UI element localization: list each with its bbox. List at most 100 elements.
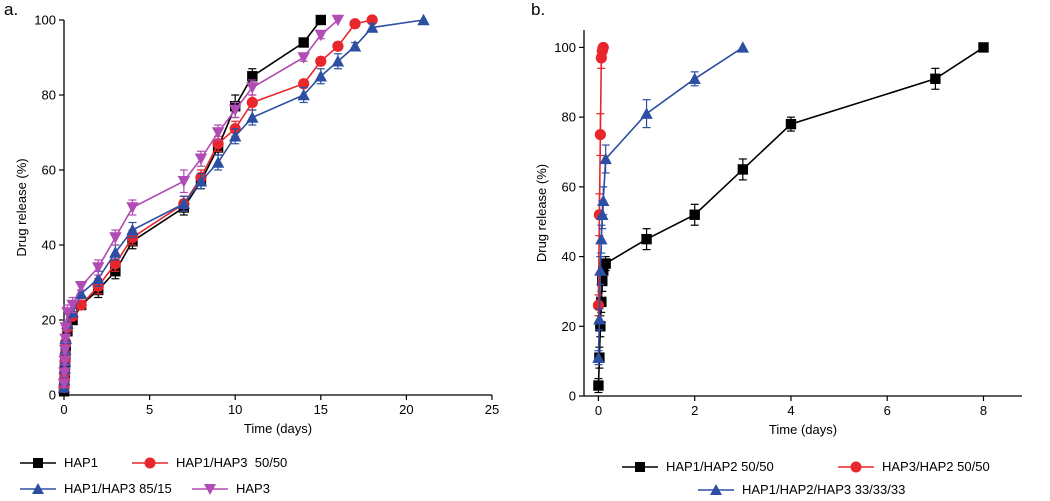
legend-item-hap1-hap2: HAP1/HAP2 50/50 xyxy=(620,459,774,474)
chart-b-hap1-hap2-50-50-point-9 xyxy=(737,164,749,175)
chart-b-ytick-label-100: 100 xyxy=(554,40,576,55)
chart-a-hap1-hap3-85-15-point-19 xyxy=(331,55,345,67)
chart-a-hap3-point-13 xyxy=(194,153,208,165)
chart-b-xtick-label-0: 0 xyxy=(595,403,602,418)
chart-a-hap1-point-16 xyxy=(247,71,258,82)
legend-item-hap3: HAP3 xyxy=(190,481,270,496)
chart-b-ytick-label-80: 80 xyxy=(562,110,576,125)
chart-b-hap1-hap2-hap3-33-33-33-point-0 xyxy=(592,351,605,363)
chart-a-hap1-hap3-50-50-point-20 xyxy=(349,18,361,30)
panel-a-label: a. xyxy=(4,0,19,19)
chart-b-ytick-label-60: 60 xyxy=(562,179,576,194)
chart-a-hap1-hap3-85-15-point-18 xyxy=(314,70,327,82)
chart-a-ytick-label-80: 80 xyxy=(42,88,56,103)
legend-item-hap1-hap3-85-15: HAP1/HAP3 85/15 xyxy=(18,481,172,496)
chart-a-hap3-point-2 xyxy=(58,356,71,368)
chart-b-hap1-hap2-50-50-point-10 xyxy=(785,118,797,130)
chart-b-hap1-hap2-50-50-point-7 xyxy=(641,233,652,245)
chart-b-xtick-label-2: 2 xyxy=(691,403,698,418)
chart-a-hap3-point-17 xyxy=(297,52,310,64)
chart-b-hap1-hap2-50-50-point-12 xyxy=(978,42,989,53)
chart-a-hap3-point-3 xyxy=(58,344,72,357)
chart-b-hap1-hap2-50-50-point-6 xyxy=(600,258,611,269)
chart-a-hap3-point-4 xyxy=(59,333,72,345)
chart-a-hap3-point-14 xyxy=(211,127,225,139)
legend-item-hap1-hap3-50-50: HAP1/HAP3 50/50 xyxy=(130,455,287,470)
chart-b-hap3-hap2-50-50-point-0 xyxy=(592,299,605,311)
chart-a-xtick-label-5: 5 xyxy=(146,402,153,417)
chart-a-hap1-hap3-85-15-point-22 xyxy=(417,13,430,26)
chart-a-hap3-point-6 xyxy=(61,307,74,319)
chart-a-hap3-point-5 xyxy=(59,322,72,334)
legend-item-hap3-hap2: HAP3/HAP2 50/50 xyxy=(836,459,990,474)
chart-a-hap3-point-8 xyxy=(74,281,88,293)
legend-swatch-hap1-hap2-hap3 xyxy=(698,483,734,495)
chart-a-xtick-label-0: 0 xyxy=(60,402,67,417)
chart-a-hap1-hap3-50-50-point-19 xyxy=(332,40,344,52)
chart-b-hap3-hap2-50-50-point-5 xyxy=(597,41,609,54)
legend-item-hap1-hap2-hap3: HAP1/HAP2/HAP3 33/33/33 xyxy=(696,482,905,497)
chart-a-x-axis-label: Time (days) xyxy=(244,421,312,436)
legend-label-hap1-hap3-50-50: HAP1/HAP3 50/50 xyxy=(176,455,288,470)
legend-swatch-hap3 xyxy=(192,483,228,495)
chart-a-xtick-label-20: 20 xyxy=(399,402,413,417)
chart-a-hap3-point-19 xyxy=(331,14,345,27)
chart-a-y-axis-label: Drug release (%) xyxy=(14,158,29,256)
legend-label-hap3: HAP3 xyxy=(236,481,270,496)
chart-b-hap1-hap2-50-50-point-0 xyxy=(593,380,604,391)
chart-a-hap1-hap3-85-15-point-14 xyxy=(211,156,225,168)
chart-b-hap1-hap2-50-50-point-2 xyxy=(595,321,606,332)
chart-b-hap1-hap2-hap3-33-33-33-point-2 xyxy=(594,264,607,276)
legend-label-hap1-hap2: HAP1/HAP2 50/50 xyxy=(666,459,774,474)
chart-b-hap1-hap2-50-50-point-8 xyxy=(689,209,700,220)
chart-a-hap1-hap3-50-50-point-8 xyxy=(75,299,87,311)
chart-a-hap1-hap3-85-15-point-15 xyxy=(229,130,242,142)
chart-a-hap1-hap3-50-50-point-17 xyxy=(298,78,310,90)
chart-a-hap3-point-18 xyxy=(314,29,327,42)
chart-a-ytick-label-100: 100 xyxy=(34,13,56,28)
chart-b-ytick-label-20: 20 xyxy=(562,319,576,334)
legend-swatch-hap1-hap3-85-15 xyxy=(20,482,56,494)
chart-a-hap1-hap3-85-15-point-9 xyxy=(92,272,105,284)
chart-a-hap1-hap3-85-15-point-20 xyxy=(348,40,362,52)
chart-a-ytick-label-40: 40 xyxy=(42,238,56,253)
legend-label-hap1: HAP1 xyxy=(64,455,98,470)
panel-b-label: b. xyxy=(531,0,546,19)
chart-b-hap1-hap2-hap3-33-33-33-point-9 xyxy=(736,41,750,53)
chart-b-x-axis-label: Time (days) xyxy=(769,422,837,437)
chart-b-ytick-label-0: 0 xyxy=(569,389,576,404)
chart-a-hap1-hap3-50-50-point-10 xyxy=(109,258,121,270)
chart-b-hap3-hap2-50-50-point-2 xyxy=(594,128,606,141)
legend-swatch-hap3-hap2 xyxy=(838,461,874,472)
legend-label-hap1-hap2-hap3: HAP1/HAP2/HAP3 33/33/33 xyxy=(742,482,906,497)
legend-item-hap1: HAP1 xyxy=(18,455,98,470)
chart-a-hap3-point-16 xyxy=(246,82,259,94)
chart-a-hap3-point-1 xyxy=(58,367,71,379)
chart-a-hap1-hap3-85-15-point-16 xyxy=(246,111,259,123)
chart-a-hap1-hap3-50-50-point-14 xyxy=(212,138,224,150)
chart-b-hap1-hap2-hap3-33-33-33-point-3 xyxy=(595,232,608,245)
legend-label-hap1-hap3-85-15: HAP1/HAP3 85/15 xyxy=(64,481,172,496)
chart-a-hap1-hap3-85-15-point-11 xyxy=(126,223,139,236)
chart-b-hap1-hap2-hap3-33-33-33-point-7 xyxy=(640,107,653,119)
chart-a-hap1-point-17 xyxy=(298,37,309,48)
legend-label-hap3-hap2: HAP3/HAP2 50/50 xyxy=(882,459,990,474)
chart-a-hap1-hap3-50-50-point-21 xyxy=(366,14,378,26)
legend-swatch-hap1-hap2 xyxy=(622,461,658,472)
chart-a-xtick-label-25: 25 xyxy=(485,402,499,417)
legend-swatch-hap1-hap3-50-50 xyxy=(132,457,168,468)
chart-a-xtick-label-10: 10 xyxy=(228,402,242,417)
chart-a-hap1-hap3-85-15-point-8 xyxy=(74,287,88,299)
chart-a-hap3-point-10 xyxy=(109,232,122,244)
chart-b-xtick-label-8: 8 xyxy=(980,403,987,418)
chart-a-ytick-label-0: 0 xyxy=(49,388,56,403)
chart-a-hap1-hap3-50-50-point-16 xyxy=(246,96,258,109)
chart-b-hap1-hap2-50-50-line xyxy=(597,46,984,386)
chart-b-xtick-label-6: 6 xyxy=(884,403,891,418)
chart-a-hap1-hap3-85-15-point-13 xyxy=(194,175,208,187)
chart-a-ytick-label-60: 60 xyxy=(42,163,56,178)
chart-a-hap1-hap3-85-15-point-17 xyxy=(297,88,310,101)
chart-a-xtick-label-15: 15 xyxy=(314,402,328,417)
